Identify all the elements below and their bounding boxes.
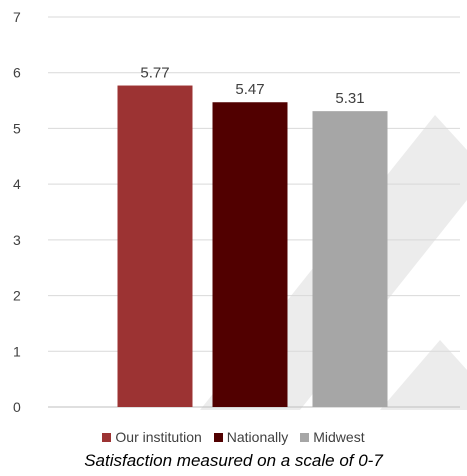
bar-midwest [312, 111, 388, 408]
bar-our-institution [117, 85, 193, 408]
data-label: 5.47 [235, 81, 264, 98]
y-tick-label: 3 [13, 232, 21, 248]
bar-chart: 0 1 2 3 4 5 6 7 5.77 5.47 5.31 [13, 9, 467, 415]
legend-label: Nationally [226, 429, 289, 445]
y-tick-label: 4 [13, 176, 21, 192]
legend-swatch [300, 432, 310, 442]
y-tick-label: 7 [13, 9, 21, 25]
y-tick-label: 6 [13, 65, 21, 81]
y-tick-label: 5 [13, 120, 21, 136]
legend-label: Midwest [313, 429, 365, 445]
legend-item-our-institution: Our institution [102, 429, 202, 445]
bar-nationally [212, 102, 288, 407]
chart-caption: Satisfaction measured on a scale of 0-7 [84, 451, 383, 470]
legend-swatch [213, 432, 223, 442]
y-tick-label: 1 [13, 343, 21, 359]
legend-label: Our institution [115, 429, 202, 445]
watermark-shape-2 [380, 340, 467, 410]
y-tick-label: 2 [13, 288, 21, 304]
legend-item-midwest: Midwest [300, 429, 365, 445]
legend-swatch [102, 432, 112, 442]
chart-legend: Our institution Nationally Midwest [0, 429, 467, 445]
legend-item-nationally: Nationally [213, 429, 289, 445]
data-label: 5.31 [335, 90, 364, 107]
y-tick-label: 0 [13, 399, 21, 415]
data-label: 5.77 [140, 65, 169, 82]
